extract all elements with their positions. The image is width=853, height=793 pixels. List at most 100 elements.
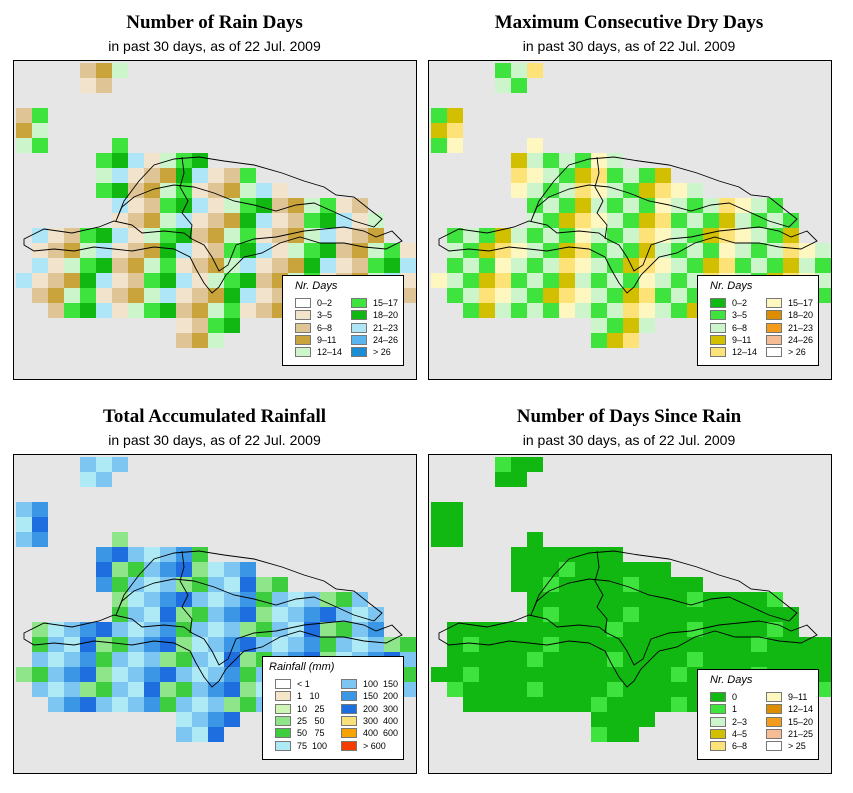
grid-cell (671, 213, 687, 228)
grid-cell (527, 303, 543, 318)
grid-cell (48, 288, 64, 303)
grid-cell (336, 243, 352, 258)
grid-cell (224, 213, 240, 228)
grid-cell (256, 303, 272, 318)
grid-cell (192, 213, 208, 228)
grid-cell (48, 637, 64, 652)
grid-cell (703, 637, 719, 652)
grid-cell (192, 153, 208, 168)
grid-cell (623, 682, 639, 697)
map-frame: Nr. Days 0 1 2–3 4–5 6–8 9–11 12–14 15–20 21–25 >… (428, 454, 832, 774)
grid-cell (543, 303, 559, 318)
grid-cell (671, 228, 687, 243)
grid-cell (703, 258, 719, 273)
legend-title: Nr. Days (295, 280, 338, 292)
grid-cell (655, 592, 671, 607)
grid-cell (16, 502, 32, 517)
grid-cell (240, 168, 256, 183)
grid-cell (144, 213, 160, 228)
grid-cell (96, 273, 112, 288)
grid-cell (96, 63, 112, 78)
grid-cell (176, 258, 192, 273)
grid-cell (48, 243, 64, 258)
grid-cell (96, 258, 112, 273)
grid-cell (527, 652, 543, 667)
grid-cell (591, 697, 607, 712)
grid-cell (160, 258, 176, 273)
legend-label: 200 300 (363, 703, 399, 714)
legend-label: 50 75 (297, 728, 325, 739)
legend-swatch (295, 334, 311, 345)
grid-cell (543, 652, 559, 667)
grid-cell (607, 333, 623, 348)
legend-swatch (351, 322, 367, 333)
grid-cell (16, 138, 32, 153)
grid-cell (240, 273, 256, 288)
grid-cell (735, 198, 751, 213)
grid-cell (96, 577, 112, 592)
legend-label: 100 150 (363, 679, 399, 689)
grid-cell (224, 682, 240, 697)
legend-label: 150 200 (363, 691, 399, 702)
grid-cell (623, 727, 639, 742)
grid-cell (208, 213, 224, 228)
grid-cell (96, 78, 112, 93)
grid-cell (655, 682, 671, 697)
grid-cell (527, 577, 543, 592)
grid-cell (735, 258, 751, 273)
grid-cell (623, 562, 639, 577)
grid-cell (655, 607, 671, 622)
grid-cell (80, 243, 96, 258)
grid-cell (543, 198, 559, 213)
grid-cell (783, 258, 799, 273)
grid-cell (144, 592, 160, 607)
grid-cell (719, 592, 735, 607)
grid-cell (479, 667, 495, 682)
grid-cell (607, 303, 623, 318)
grid-cell (192, 697, 208, 712)
grid-cell (208, 607, 224, 622)
grid-cell (703, 243, 719, 258)
grid-cell (783, 243, 799, 258)
grid-cell (623, 667, 639, 682)
grid-cell (96, 228, 112, 243)
grid-cell (160, 228, 176, 243)
grid-cell (96, 303, 112, 318)
grid-cell (511, 273, 527, 288)
grid-cell (767, 213, 783, 228)
grid-cell (623, 712, 639, 727)
grid-cell (144, 607, 160, 622)
grid-cell (591, 273, 607, 288)
grid-cell (671, 667, 687, 682)
legend-swatch (766, 704, 782, 715)
grid-cell (96, 153, 112, 168)
grid-cell (607, 697, 623, 712)
legend-label: 75 100 (297, 740, 328, 751)
grid-cell (208, 303, 224, 318)
grid-cell (559, 228, 575, 243)
grid-cell (559, 652, 575, 667)
grid-cell (527, 258, 543, 273)
grid-cell (431, 108, 447, 123)
grid-cell (687, 243, 703, 258)
legend-swatch (766, 334, 782, 345)
grid-cell (96, 183, 112, 198)
grid-cell (80, 228, 96, 243)
grid-cell (144, 258, 160, 273)
grid-cell (511, 667, 527, 682)
grid-cell (176, 547, 192, 562)
grid-cell (128, 592, 144, 607)
grid-cell (176, 682, 192, 697)
grid-cell (671, 607, 687, 622)
grid-cell (687, 607, 703, 622)
grid-cell (527, 153, 543, 168)
grid-cell (511, 562, 527, 577)
grid-cell (639, 243, 655, 258)
grid-cell (192, 577, 208, 592)
grid-cell (272, 607, 288, 622)
grid-cell (192, 273, 208, 288)
grid-cell (96, 457, 112, 472)
legend-title: Nr. Days (710, 674, 753, 686)
grid-cell (815, 288, 831, 303)
grid-cell (607, 562, 623, 577)
